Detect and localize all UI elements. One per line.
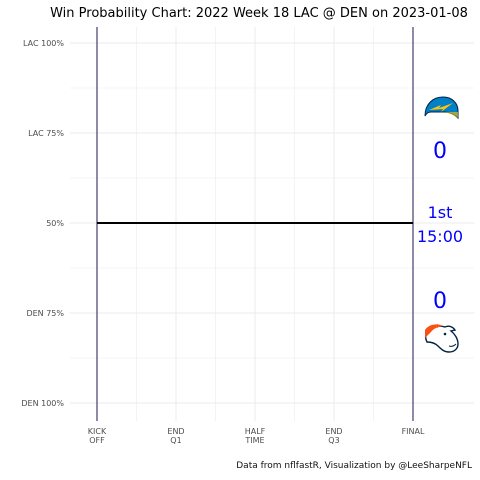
- chart-title: Win Probability Chart: 2022 Week 18 LAC …: [50, 6, 468, 21]
- y-tick-label: DEN 100%: [21, 399, 64, 408]
- x-tick-label: END Q1: [167, 427, 184, 445]
- y-tick-label: DEN 75%: [26, 309, 64, 318]
- x-tick-label: HALF TIME: [244, 427, 265, 445]
- x-tick-label-line: HALF: [245, 427, 266, 436]
- chargers-logo-icon: [424, 96, 459, 120]
- y-axis-ticks: LAC 100% LAC 75% 50% DEN 75% DEN 100%: [21, 39, 64, 408]
- x-tick-label-line: END: [167, 427, 184, 436]
- x-tick-label-line: END: [325, 427, 342, 436]
- y-tick-label: LAC 75%: [28, 129, 64, 138]
- x-tick-label-line: TIME: [244, 436, 264, 445]
- quarter-label: 1st: [428, 203, 453, 222]
- x-tick-label-line: FINAL: [402, 427, 425, 436]
- x-tick-label-line: KICK: [88, 427, 107, 436]
- home-score: 0: [433, 289, 447, 314]
- broncos-logo-icon: [424, 324, 459, 353]
- x-tick-label-line: Q3: [328, 436, 339, 445]
- game-clock: 15:00: [417, 227, 463, 246]
- x-tick-label-line: OFF: [89, 436, 105, 445]
- away-score: 0: [433, 139, 447, 164]
- y-tick-label: LAC 100%: [23, 39, 64, 48]
- data-credit: Data from nflfastR, Visualization by @Le…: [236, 461, 472, 471]
- x-tick-label: KICK OFF: [88, 427, 107, 445]
- x-tick-label: FINAL: [402, 427, 425, 436]
- y-tick-label: 50%: [46, 219, 64, 228]
- x-tick-label-line: Q1: [170, 436, 181, 445]
- x-tick-label: END Q3: [325, 427, 342, 445]
